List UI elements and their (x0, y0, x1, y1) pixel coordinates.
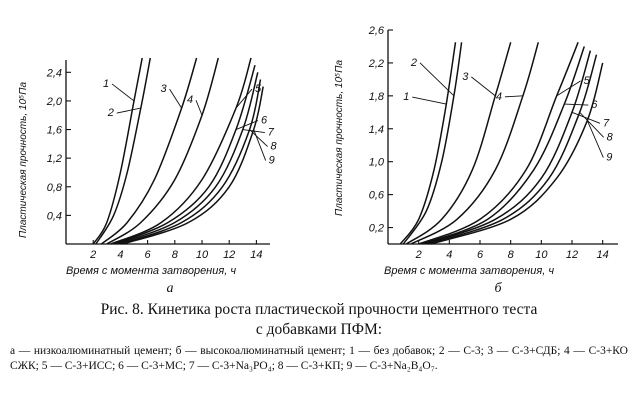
x-tick-label: 4 (117, 249, 123, 261)
series-leader-3 (169, 88, 182, 109)
series-leader-9 (586, 120, 604, 158)
series-leader-1 (111, 83, 135, 102)
chart-panel-b: Пластическая прочность, 10⁵Па 0,2 0,6 1,0 1… (334, 25, 618, 296)
series-label-8: 8 (607, 131, 614, 143)
y-tick-label: 0,6 (369, 190, 385, 202)
series-label-7: 7 (603, 117, 610, 129)
series-line-3 (405, 42, 512, 245)
y-tick-label: 2,0 (46, 96, 63, 108)
x-tick-label: 12 (223, 249, 235, 261)
curves: 1 2 3 4 567 8 9 (399, 42, 614, 245)
series-line-1 (92, 57, 143, 245)
x-tick-label: 10 (535, 249, 548, 261)
y-tick-label: 1,8 (369, 91, 385, 103)
x-axis-label: Время с момента затворения, ч (66, 265, 236, 277)
x-tick-label: 6 (145, 249, 152, 261)
series-leader-8 (579, 111, 604, 138)
series-leader-2 (419, 62, 455, 97)
series-label-1: 1 (403, 91, 409, 103)
series-label-5: 5 (584, 75, 591, 87)
series-label-6: 6 (261, 115, 268, 127)
x-tick-label: 4 (446, 249, 452, 261)
series-line-4 (410, 42, 540, 245)
y-tick-label: 0,4 (47, 210, 62, 222)
y-tick-label: 2,6 (368, 25, 385, 37)
x-tick-label: 14 (597, 249, 609, 261)
series-label-1: 1 (103, 78, 109, 90)
series-leader-2 (116, 107, 141, 114)
figure-svg: Пластическая прочность, 10⁵Па 0,4 0,8 1,2 1… (18, 25, 618, 296)
y-tick-label: 1,0 (369, 157, 385, 169)
caption-title-line2: с добавками ПФМ: (255, 321, 383, 338)
series-label-2: 2 (107, 107, 114, 119)
series-leader-6 (564, 103, 589, 106)
series-line-2 (402, 42, 463, 245)
x-tick-label: 2 (89, 249, 96, 261)
series-leader-6 (235, 120, 259, 130)
series-leader-7 (571, 111, 601, 124)
series-line-7 (116, 72, 259, 245)
series-line-6 (113, 64, 256, 245)
series-leader-1 (412, 96, 447, 105)
series-line-5 (418, 42, 579, 245)
series-line-5 (110, 57, 252, 245)
figure-caption: Рис. 8. Кинетика роста пластической проч… (10, 300, 628, 374)
series-leader-4 (504, 95, 523, 98)
y-tick-label: 0,8 (47, 182, 63, 194)
series-label-6: 6 (591, 99, 598, 111)
caption-legend: а — низкоалюминатный цемент; б — высокоа… (10, 345, 628, 372)
x-ticks: 2 4 6 8 10 12 14 (415, 240, 609, 261)
x-tick-label: 14 (250, 249, 262, 261)
x-tick-label: 8 (508, 249, 515, 261)
x-axis-label: Время с момента затворения, ч (384, 265, 554, 277)
x-tick-label: 6 (477, 249, 484, 261)
series-label-3: 3 (161, 83, 168, 95)
panel-label: а (167, 281, 174, 296)
series-line-3 (100, 57, 198, 245)
series-line-8 (120, 79, 262, 245)
x-ticks: 2 4 6 8 10 12 14 (89, 240, 263, 261)
series-line-2 (95, 57, 152, 245)
series-line-7 (424, 50, 592, 245)
y-tick-label: 2,2 (368, 58, 384, 70)
series-label-9: 9 (606, 152, 612, 164)
series-label-7: 7 (268, 127, 275, 139)
series-leader-5 (235, 88, 253, 109)
y-ticks: 0,4 0,8 1,2 1,6 2,0 2,4 (46, 67, 71, 222)
y-tick-label: 2,4 (46, 67, 62, 79)
series-leader-5 (556, 80, 581, 97)
y-tick-label: 0,2 (369, 223, 384, 235)
series-line-1 (399, 42, 457, 245)
series-label-4: 4 (187, 94, 193, 106)
series-leader-3 (471, 76, 496, 97)
x-tick-label: 10 (196, 249, 209, 261)
series-line-9 (430, 62, 604, 245)
series-label-4: 4 (496, 91, 502, 103)
series-leader-9 (253, 129, 267, 161)
x-tick-label: 12 (566, 249, 578, 261)
series-line-9 (122, 86, 264, 245)
y-axis-label: Пластическая прочность, 10⁵Па (18, 82, 29, 239)
y-tick-label: 1,2 (47, 153, 62, 165)
series-label-2: 2 (410, 57, 417, 69)
caption-title: Рис. 8. Кинетика роста пластической проч… (10, 300, 628, 340)
series-label-9: 9 (269, 155, 275, 167)
x-tick-label: 8 (172, 249, 179, 261)
panel-label: б (494, 281, 502, 296)
x-tick-label: 2 (415, 249, 422, 261)
y-tick-label: 1,4 (369, 124, 384, 136)
series-leader-4 (195, 100, 203, 116)
caption-title-line1: Рис. 8. Кинетика роста пластической проч… (100, 301, 538, 318)
series-label-8: 8 (271, 141, 278, 153)
series-label-3: 3 (462, 71, 469, 83)
series-line-4 (106, 57, 220, 245)
y-ticks: 0,2 0,6 1,0 1,4 1,8 2,2 2,6 (368, 25, 393, 235)
series-line-8 (427, 54, 598, 245)
y-tick-label: 1,6 (47, 125, 63, 137)
series-line-6 (421, 46, 586, 245)
chart-panel-a: Пластическая прочность, 10⁵Па 0,4 0,8 1,2 1… (18, 57, 278, 296)
y-axis-label: Пластическая прочность, 10⁵Па (334, 60, 345, 217)
